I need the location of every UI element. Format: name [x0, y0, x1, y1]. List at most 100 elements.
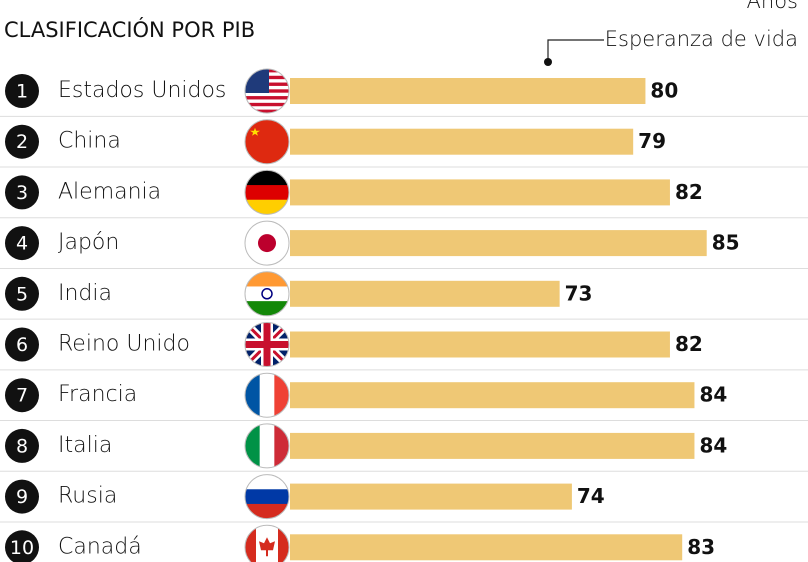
- flag-rim: [244, 474, 290, 520]
- flag-rim: [244, 68, 290, 114]
- rank-badge: [5, 378, 39, 413]
- flag-part: [259, 423, 275, 468]
- value-label: 85: [712, 231, 740, 255]
- flag-rim: [244, 169, 290, 215]
- rank-label: 2: [16, 131, 28, 153]
- legend-label: Esperanza de vida: [605, 27, 798, 51]
- flag: [245, 170, 289, 215]
- flag-part: [245, 185, 289, 201]
- rank-badge: [5, 327, 39, 362]
- rank-label: 3: [16, 182, 28, 204]
- flag-part: [278, 525, 289, 562]
- flag-part: [245, 170, 289, 186]
- rank-badge: [5, 175, 39, 210]
- flag-part: [245, 489, 289, 505]
- flag-part: [245, 102, 289, 107]
- flag-part: [245, 322, 289, 367]
- bar: [290, 280, 560, 307]
- rank-badge: [5, 74, 39, 108]
- flag-part: [258, 234, 276, 253]
- rank-badge: [5, 479, 39, 514]
- flag-part: [250, 127, 260, 136]
- leader-dot: [544, 58, 552, 66]
- flag-part: [245, 474, 289, 490]
- flag: [245, 423, 289, 468]
- rank-badge: [5, 226, 39, 261]
- flag-part: [245, 96, 289, 100]
- category-label: India: [58, 281, 112, 306]
- chart-title: CLASIFICACIÓN POR PIB: [4, 17, 255, 42]
- flag-part: [274, 373, 289, 418]
- value-label: 80: [650, 79, 678, 103]
- category-label: Estados Unidos: [58, 78, 226, 103]
- bar: [290, 78, 646, 104]
- flag-part: [245, 271, 289, 287]
- bar: [290, 483, 572, 510]
- flag-rim: [244, 322, 290, 367]
- flag-part: [245, 373, 261, 418]
- category-label: Alemania: [58, 179, 161, 204]
- rank-badge: [5, 530, 39, 562]
- value-label: 79: [638, 129, 666, 153]
- flag-rim: [244, 372, 290, 418]
- category-label: Japón: [58, 230, 119, 255]
- bar: [290, 432, 695, 459]
- flag: [245, 322, 289, 367]
- flag-part: [245, 106, 289, 111]
- rank-badge: [5, 276, 39, 311]
- flag-rim: [244, 423, 290, 469]
- flag-part: [274, 423, 289, 468]
- flag: [245, 373, 289, 418]
- flag-part: [245, 109, 289, 113]
- bar: [290, 534, 683, 561]
- rank-label: 5: [16, 283, 28, 305]
- bar: [290, 179, 670, 206]
- flag: [245, 271, 289, 316]
- flag-part: [245, 286, 289, 302]
- flag-part: [259, 537, 275, 557]
- flag-part: [245, 99, 289, 104]
- flag: [245, 525, 289, 562]
- category-label: Reino Unido: [58, 332, 190, 357]
- flag: [245, 221, 289, 266]
- flag: [245, 119, 289, 164]
- rank-label: 6: [16, 334, 28, 356]
- value-label: 84: [699, 433, 727, 457]
- flag-part: [261, 288, 273, 300]
- flag-part: [259, 373, 275, 418]
- flag-rim: [244, 119, 290, 165]
- flag: [245, 69, 289, 113]
- leader-line: [547, 39, 604, 62]
- flag-part: [245, 69, 269, 93]
- category-label: Canadá: [58, 534, 142, 559]
- unit-label: Años: [747, 0, 798, 13]
- flag-part: [245, 301, 289, 316]
- flag-part: [245, 525, 256, 562]
- flag-part: [245, 92, 289, 97]
- value-label: 84: [699, 383, 727, 407]
- rank-badge: [5, 428, 39, 463]
- value-label: 74: [577, 484, 605, 508]
- flag-part: [245, 423, 261, 468]
- category-label: China: [58, 129, 121, 154]
- bar: [290, 382, 695, 409]
- rank-label: 8: [16, 435, 28, 457]
- rank-label: 10: [10, 537, 34, 559]
- value-label: 73: [565, 281, 593, 305]
- flag-part: [245, 119, 289, 164]
- category-label: Italia: [58, 433, 112, 458]
- category-label: Francia: [58, 382, 137, 407]
- bar: [290, 230, 707, 257]
- rank-label: 1: [16, 81, 28, 103]
- flag-rim: [244, 271, 290, 317]
- flag-part: [245, 199, 289, 215]
- bar: [290, 128, 634, 155]
- category-label: Rusia: [58, 484, 117, 509]
- flag-rim: [244, 220, 290, 266]
- rank-label: 7: [16, 385, 28, 407]
- rank-label: 4: [16, 233, 28, 255]
- value-label: 82: [675, 180, 703, 204]
- bar: [290, 331, 670, 358]
- value-label: 83: [687, 535, 715, 559]
